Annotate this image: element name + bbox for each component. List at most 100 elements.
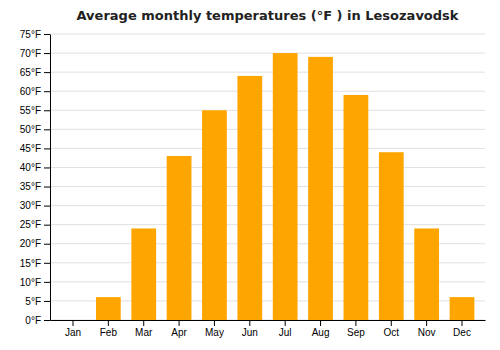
tick-label: May bbox=[205, 327, 224, 338]
tick-mark bbox=[44, 34, 50, 35]
bar bbox=[202, 110, 227, 320]
tick-label: 20°F bbox=[20, 238, 41, 249]
tick-mark bbox=[44, 244, 50, 245]
tick-mark bbox=[44, 110, 50, 111]
bar bbox=[308, 57, 333, 320]
tick-mark bbox=[44, 148, 50, 149]
tick-mark bbox=[320, 320, 321, 326]
tick-label: 40°F bbox=[20, 162, 41, 173]
bar bbox=[273, 53, 298, 320]
bar bbox=[414, 228, 439, 320]
grid-line bbox=[50, 34, 485, 35]
tick-label: 65°F bbox=[20, 67, 41, 78]
tick-label: Jul bbox=[279, 327, 292, 338]
grid-line bbox=[50, 224, 485, 225]
grid bbox=[50, 34, 485, 320]
tick-mark bbox=[44, 129, 50, 130]
tick-mark bbox=[108, 320, 109, 326]
tick-label: 50°F bbox=[20, 124, 41, 135]
tick-mark bbox=[44, 320, 50, 321]
tick-mark bbox=[44, 91, 50, 92]
tick-label: 55°F bbox=[20, 105, 41, 116]
bar bbox=[344, 95, 369, 320]
tick: 30°F bbox=[20, 200, 50, 211]
tick: Jan bbox=[65, 320, 81, 338]
grid-line bbox=[50, 110, 485, 111]
tick-mark bbox=[143, 320, 144, 326]
title: Average monthly temperatures (°F ) in Le… bbox=[77, 8, 459, 23]
tick-label: 60°F bbox=[20, 86, 41, 97]
tick-mark bbox=[249, 320, 250, 326]
grid-line bbox=[50, 72, 485, 73]
grid-line bbox=[50, 148, 485, 149]
tick-label: 5°F bbox=[25, 296, 41, 307]
tick-label: 75°F bbox=[20, 29, 41, 40]
tick-mark bbox=[44, 263, 50, 264]
tick: Apr bbox=[171, 320, 187, 338]
bar bbox=[167, 156, 192, 320]
tick: 20°F bbox=[20, 238, 50, 249]
tick-mark bbox=[391, 320, 392, 326]
tick-label: 70°F bbox=[20, 48, 41, 59]
tick: Jul bbox=[279, 320, 292, 338]
tick: 60°F bbox=[20, 86, 50, 97]
tick-label: Feb bbox=[100, 327, 118, 338]
tick-mark bbox=[44, 206, 50, 207]
tick-mark bbox=[44, 301, 50, 302]
tick-label: 45°F bbox=[20, 143, 41, 154]
tick: 70°F bbox=[20, 48, 50, 59]
chart-svg: 0°F 5°F 10°F 15°F 20°F 25°F 30°F 35°F 40°F 45°F 50… bbox=[0, 0, 500, 350]
bar bbox=[131, 228, 156, 320]
bar bbox=[61, 320, 86, 321]
tick-label: Oct bbox=[383, 327, 399, 338]
tick-label: Jan bbox=[65, 327, 81, 338]
tick-mark bbox=[179, 320, 180, 326]
tick: 65°F bbox=[20, 67, 50, 78]
bar bbox=[379, 152, 404, 320]
tick-mark bbox=[426, 320, 427, 326]
axis-line bbox=[50, 35, 51, 321]
tick-mark bbox=[44, 225, 50, 226]
tick: 5°F bbox=[25, 296, 50, 307]
tick: Dec bbox=[453, 320, 471, 338]
tick-label: Mar bbox=[135, 327, 153, 338]
tick: 75°F bbox=[20, 29, 50, 40]
tick-mark bbox=[44, 72, 50, 73]
tick: 55°F bbox=[20, 105, 50, 116]
bar bbox=[450, 297, 475, 320]
tick-label: 15°F bbox=[20, 258, 41, 269]
tick-label: Jun bbox=[242, 327, 258, 338]
tick-label: 30°F bbox=[20, 200, 41, 211]
tick: Jun bbox=[242, 320, 258, 338]
tick: 10°F bbox=[20, 277, 50, 288]
bar bbox=[96, 297, 121, 320]
tick: Oct bbox=[383, 320, 399, 338]
grid-line bbox=[50, 186, 485, 187]
tick: Mar bbox=[135, 320, 153, 338]
tick-label: 0°F bbox=[25, 315, 41, 326]
grid-line bbox=[50, 91, 485, 92]
tick-label: Nov bbox=[418, 327, 436, 338]
tick-mark bbox=[355, 320, 356, 326]
tick-label: 10°F bbox=[20, 277, 41, 288]
tick-mark bbox=[44, 282, 50, 283]
tick-label: Sep bbox=[347, 327, 365, 338]
tick: 35°F bbox=[20, 181, 50, 192]
plot-area bbox=[96, 53, 474, 320]
tick: 25°F bbox=[20, 219, 50, 230]
tick: Nov bbox=[418, 320, 436, 338]
tick-label: 35°F bbox=[20, 181, 41, 192]
tick: 45°F bbox=[20, 143, 50, 154]
axis-line bbox=[51, 320, 486, 321]
tick: 0°F bbox=[25, 315, 50, 326]
tick-mark bbox=[44, 53, 50, 54]
bar bbox=[237, 76, 262, 320]
x-axis: Jan Feb Mar Apr May Jun Jul Aug Sep Oct Nov Dec bbox=[51, 320, 486, 338]
tick-mark bbox=[44, 167, 50, 168]
grid-line bbox=[50, 167, 485, 168]
tick-label: 25°F bbox=[20, 219, 41, 230]
tick-mark bbox=[44, 187, 50, 188]
tick-label: Aug bbox=[312, 327, 330, 338]
tick-mark bbox=[214, 320, 215, 326]
tick: 40°F bbox=[20, 162, 50, 173]
